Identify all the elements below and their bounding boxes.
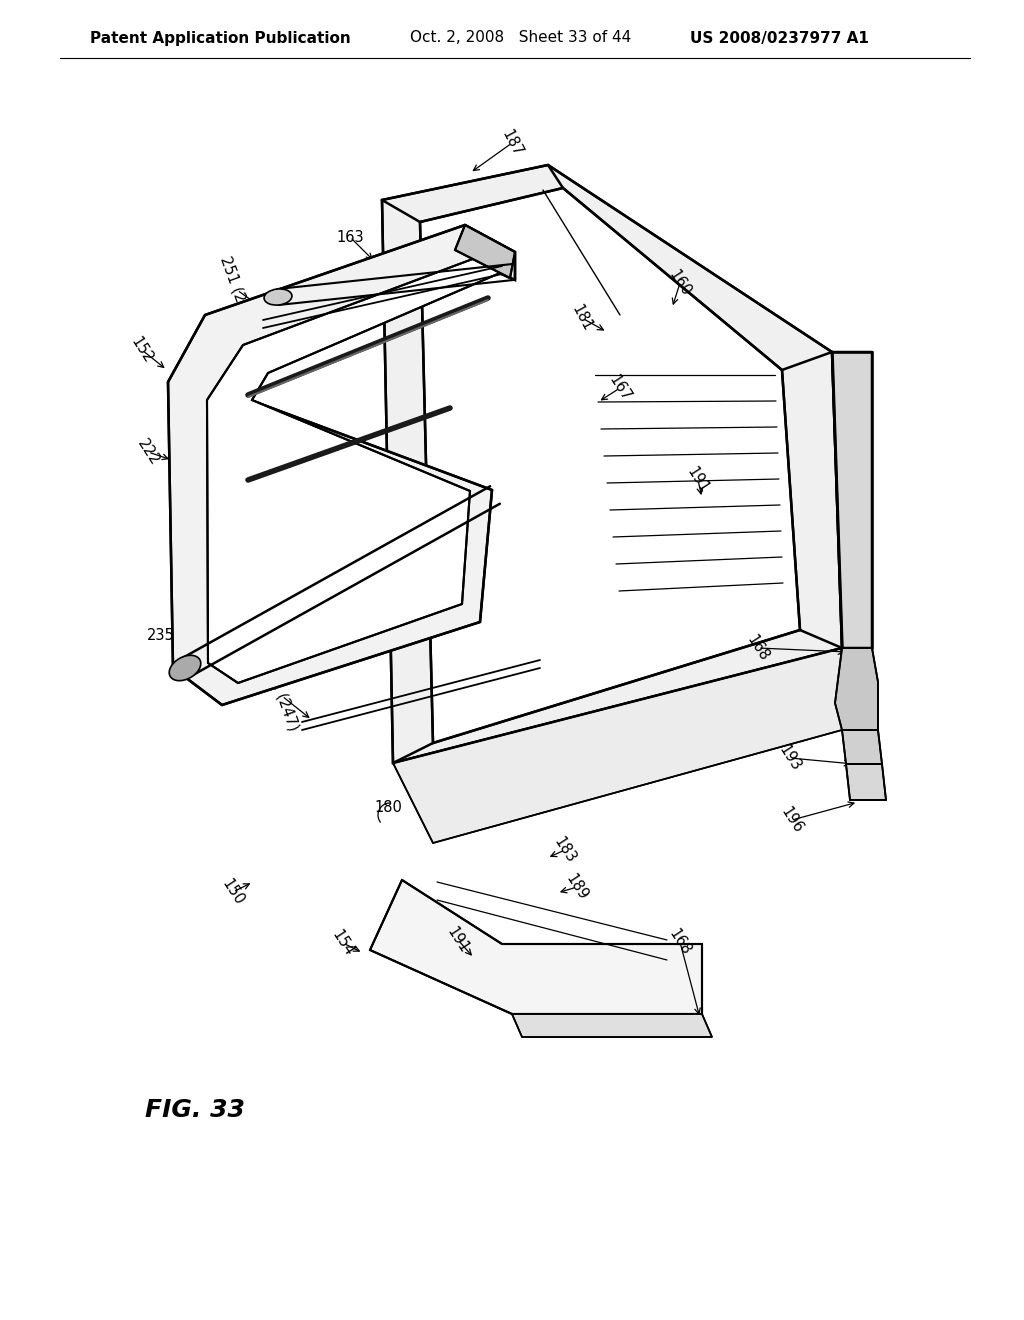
Text: 181: 181 [569, 302, 595, 334]
Text: 183: 183 [551, 834, 579, 866]
Polygon shape [512, 1014, 712, 1038]
Text: 167: 167 [606, 372, 634, 404]
Polygon shape [420, 187, 800, 743]
Ellipse shape [169, 655, 201, 681]
Polygon shape [846, 764, 886, 800]
Text: 235: 235 [147, 628, 175, 644]
Text: 191: 191 [444, 924, 472, 956]
Text: Oct. 2, 2008   Sheet 33 of 44: Oct. 2, 2008 Sheet 33 of 44 [410, 30, 631, 45]
Polygon shape [831, 352, 872, 648]
Text: 152: 152 [128, 334, 156, 366]
Text: 163: 163 [248, 484, 275, 499]
Text: 189: 189 [563, 871, 591, 903]
Polygon shape [455, 224, 515, 279]
Ellipse shape [264, 289, 292, 305]
Text: 150: 150 [219, 876, 247, 908]
Text: 187: 187 [499, 127, 525, 158]
Polygon shape [835, 648, 878, 730]
Text: 160: 160 [667, 267, 694, 298]
Text: US 2008/0237977 A1: US 2008/0237977 A1 [690, 30, 869, 45]
Text: 168: 168 [667, 927, 694, 958]
Text: 167: 167 [286, 642, 314, 673]
Text: 196: 196 [778, 804, 806, 836]
Text: 191: 191 [684, 465, 712, 496]
Text: 193: 193 [776, 742, 804, 774]
Text: 168: 168 [744, 632, 772, 664]
Text: 154: 154 [329, 927, 356, 958]
Text: Patent Application Publication: Patent Application Publication [90, 30, 351, 45]
Text: FIG. 33: FIG. 33 [145, 1098, 245, 1122]
Text: 251 (247): 251 (247) [218, 253, 256, 326]
Polygon shape [370, 880, 702, 1014]
Polygon shape [382, 165, 842, 763]
Text: 180: 180 [374, 800, 402, 816]
Polygon shape [393, 648, 842, 843]
Text: 222: 222 [134, 436, 162, 467]
Text: 163: 163 [336, 230, 364, 244]
Polygon shape [842, 730, 882, 764]
Text: 251 (247): 251 (247) [263, 660, 301, 733]
Polygon shape [168, 224, 515, 705]
Polygon shape [207, 257, 500, 682]
